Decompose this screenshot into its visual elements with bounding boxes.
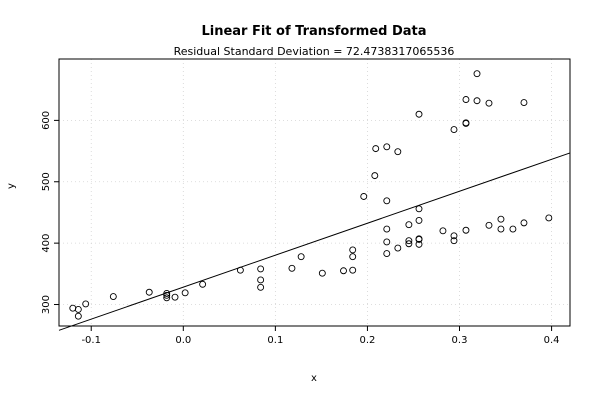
y-tick-label: 600 [41, 111, 52, 130]
data-point [349, 246, 357, 254]
data-point [163, 294, 171, 302]
data-point [415, 240, 423, 248]
data-point [360, 193, 368, 200]
x-tick-label: 0.1 [267, 335, 283, 346]
data-point [69, 304, 77, 312]
data-points [69, 70, 553, 320]
data-point [405, 237, 413, 245]
data-point [236, 266, 244, 274]
data-point [257, 276, 265, 284]
data-point [485, 99, 493, 107]
data-point [462, 96, 470, 103]
data-point [171, 293, 179, 301]
data-point [462, 119, 470, 127]
data-point [372, 145, 380, 153]
linear-fit-line [58, 152, 571, 331]
data-point [485, 221, 493, 229]
data-point [405, 240, 413, 248]
data-point [383, 250, 391, 258]
data-point [415, 236, 423, 243]
data-point [497, 215, 505, 223]
chart-subtitle: Residual Standard Deviation = 72.4738317… [174, 45, 455, 58]
data-point [462, 226, 470, 234]
data-point [450, 126, 458, 134]
data-point [450, 232, 458, 240]
data-point [383, 143, 391, 151]
data-point [405, 221, 413, 229]
y-tick-label: 300 [41, 295, 52, 314]
data-point [199, 280, 207, 288]
y-axis: 300 400 500 600 [41, 111, 59, 314]
data-point [545, 214, 553, 222]
data-point [383, 238, 391, 246]
data-point [497, 225, 505, 233]
x-tick-label: 0.0 [175, 335, 191, 346]
data-point [82, 300, 90, 308]
plot-frame [58, 58, 571, 327]
data-point [371, 172, 379, 180]
grid-lines [59, 59, 570, 326]
data-point [439, 227, 447, 235]
data-point [394, 244, 402, 252]
y-tick-label: 500 [41, 172, 52, 191]
data-point [340, 267, 347, 275]
data-point [109, 293, 117, 300]
data-point [318, 269, 326, 277]
data-point [415, 110, 423, 118]
data-point [473, 97, 481, 105]
x-axis: -0.1 0.0 0.1 0.2 0.3 0.4 [81, 326, 560, 346]
data-point [349, 253, 357, 261]
x-axis-label: x [311, 373, 317, 384]
data-point [509, 225, 517, 233]
data-point [520, 99, 528, 107]
x-tick-label: 0.4 [544, 335, 560, 346]
data-point [383, 225, 391, 233]
data-point [257, 283, 265, 291]
data-point [450, 237, 458, 245]
x-tick-label: 0.3 [452, 335, 468, 346]
data-point [297, 253, 305, 261]
data-point [383, 197, 391, 205]
data-point [257, 265, 265, 273]
data-point [181, 289, 189, 297]
chart-title: Linear Fit of Transformed Data [201, 24, 426, 39]
y-axis-label: y [6, 183, 17, 189]
data-point [163, 291, 171, 299]
data-point [288, 264, 296, 272]
data-point [349, 266, 357, 274]
data-point [415, 216, 423, 224]
x-tick-label: -0.1 [81, 335, 101, 346]
data-point [163, 290, 171, 297]
y-tick-label: 400 [41, 234, 52, 253]
data-point [145, 288, 153, 296]
x-tick-label: 0.2 [359, 335, 375, 346]
data-point [415, 205, 423, 213]
data-point [74, 312, 82, 320]
data-point [74, 305, 82, 313]
data-point [473, 70, 481, 78]
data-point [520, 219, 528, 227]
data-point [394, 148, 402, 156]
